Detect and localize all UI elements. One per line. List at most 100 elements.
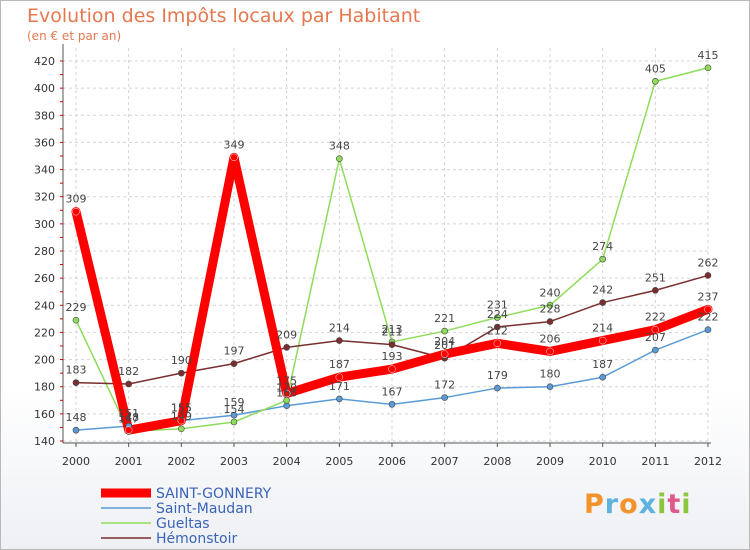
data-point bbox=[493, 339, 502, 348]
y-tick-label: 400 bbox=[34, 82, 55, 95]
x-tick-label: 2009 bbox=[536, 455, 564, 468]
legend-label: Hémonstoir bbox=[156, 531, 237, 547]
data-label: 187 bbox=[592, 358, 613, 371]
data-point bbox=[388, 341, 396, 348]
x-tick-label: 2006 bbox=[378, 455, 406, 468]
data-point bbox=[598, 336, 607, 345]
data-point bbox=[704, 272, 712, 279]
y-tick-label: 200 bbox=[34, 354, 55, 367]
data-label: 212 bbox=[487, 324, 508, 337]
data-label: 222 bbox=[645, 311, 666, 324]
y-tick-label: 360 bbox=[34, 136, 55, 149]
y-tick-label: 340 bbox=[34, 164, 55, 177]
data-label: 154 bbox=[224, 403, 245, 416]
data-label: 155 bbox=[171, 402, 192, 415]
data-point bbox=[546, 383, 554, 391]
y-tick-label: 260 bbox=[34, 272, 55, 285]
x-tick-label: 2001 bbox=[115, 455, 143, 468]
data-point bbox=[283, 344, 290, 351]
data-point bbox=[704, 64, 712, 72]
x-tick-label: 2012 bbox=[694, 455, 722, 468]
data-point bbox=[494, 314, 501, 321]
data-point bbox=[546, 347, 554, 356]
data-label: 183 bbox=[66, 364, 87, 377]
data-point bbox=[72, 316, 80, 324]
plot-area bbox=[63, 48, 711, 441]
data-point bbox=[230, 153, 238, 162]
data-point bbox=[704, 305, 712, 314]
data-label: 237 bbox=[698, 290, 719, 303]
data-point bbox=[388, 401, 396, 408]
data-point bbox=[651, 325, 660, 334]
data-label: 187 bbox=[329, 358, 350, 371]
data-point bbox=[230, 418, 238, 426]
x-tick-label: 2002 bbox=[167, 455, 195, 468]
data-point bbox=[72, 207, 80, 216]
data-label: 348 bbox=[329, 140, 350, 153]
data-label: 193 bbox=[382, 350, 403, 363]
data-label: 155 bbox=[171, 402, 192, 415]
data-label: 149 bbox=[171, 410, 192, 423]
x-tick-label: 2004 bbox=[273, 455, 301, 468]
data-label: 201 bbox=[434, 339, 455, 352]
data-label: 204 bbox=[434, 335, 455, 348]
legend-label: SAINT-GONNERY bbox=[156, 486, 272, 502]
y-tick-label: 220 bbox=[34, 326, 55, 339]
data-label: 213 bbox=[382, 323, 403, 336]
data-point bbox=[599, 299, 606, 306]
data-point bbox=[441, 394, 448, 401]
data-point bbox=[283, 402, 290, 410]
data-point bbox=[546, 301, 554, 309]
data-label: 171 bbox=[329, 380, 350, 393]
y-tick-label: 140 bbox=[34, 435, 55, 448]
x-tick-label: 2011 bbox=[641, 455, 669, 468]
data-point bbox=[440, 350, 449, 358]
data-point bbox=[546, 318, 554, 325]
data-point bbox=[599, 255, 606, 263]
data-point bbox=[599, 373, 606, 381]
data-label: 224 bbox=[487, 308, 508, 321]
data-label: 231 bbox=[487, 299, 508, 312]
data-point bbox=[336, 395, 343, 403]
x-tick-label: 2008 bbox=[483, 455, 511, 468]
data-label: 274 bbox=[592, 240, 613, 253]
y-tick-label: 380 bbox=[34, 109, 55, 122]
data-label: 159 bbox=[224, 396, 245, 409]
data-point bbox=[178, 425, 185, 433]
chart-subtitle: (en € et par an) bbox=[27, 29, 122, 43]
data-label: 167 bbox=[382, 385, 403, 398]
data-point bbox=[652, 287, 659, 294]
data-point bbox=[494, 323, 501, 331]
x-tick-label: 2003 bbox=[220, 455, 248, 468]
data-label: 147 bbox=[118, 413, 139, 426]
data-point bbox=[283, 396, 290, 404]
data-point bbox=[336, 337, 343, 344]
data-label: 221 bbox=[434, 312, 455, 325]
data-label: 180 bbox=[540, 368, 561, 381]
y-tick-label: 240 bbox=[34, 299, 55, 312]
x-tick-label: 2005 bbox=[325, 455, 353, 468]
data-label: 214 bbox=[329, 322, 350, 335]
data-point bbox=[72, 426, 80, 434]
data-point bbox=[178, 369, 185, 377]
data-label: 228 bbox=[540, 303, 561, 316]
data-label: 206 bbox=[540, 332, 561, 345]
legend-label: Saint-Maudan bbox=[156, 501, 253, 517]
y-tick-label: 180 bbox=[34, 381, 55, 394]
data-label: 211 bbox=[382, 326, 403, 339]
data-label: 242 bbox=[592, 284, 613, 297]
data-label: 148 bbox=[66, 411, 87, 424]
proxiti-logo: Proxiti bbox=[584, 489, 692, 520]
data-label: 229 bbox=[66, 301, 87, 314]
data-label: 214 bbox=[592, 322, 613, 335]
data-point bbox=[441, 327, 448, 335]
data-point bbox=[336, 155, 343, 163]
y-tick-label: 160 bbox=[34, 408, 55, 421]
data-point bbox=[282, 389, 291, 398]
data-label: 222 bbox=[698, 311, 719, 324]
data-label: 207 bbox=[645, 331, 666, 344]
data-point bbox=[652, 78, 659, 85]
data-label: 405 bbox=[645, 62, 666, 75]
